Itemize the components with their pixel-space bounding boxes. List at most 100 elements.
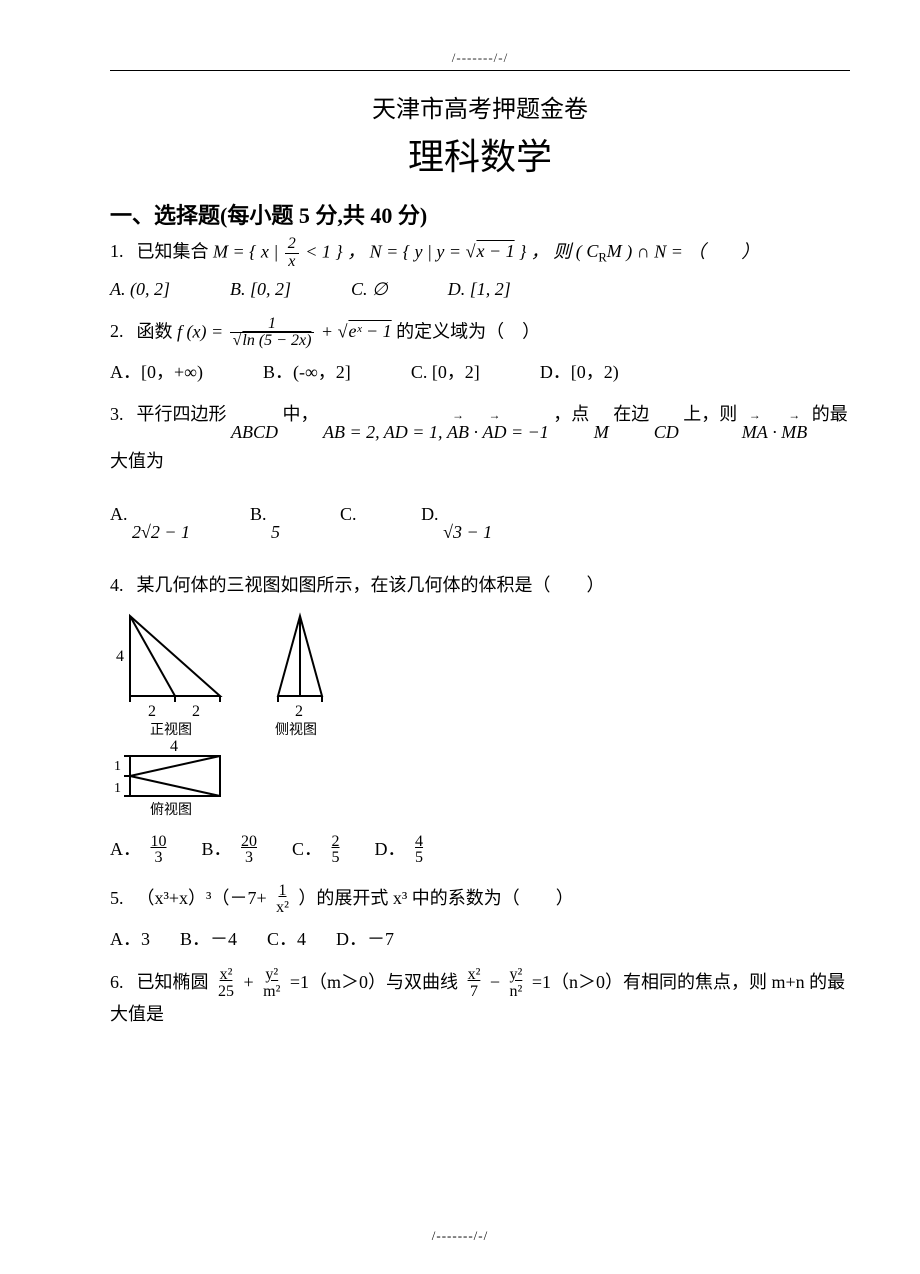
q5-stem-a: （x³+x）³（－7+ (137, 888, 267, 908)
q6-f1: x²25 (215, 967, 237, 1001)
tv-l1: 1 (114, 759, 121, 774)
q3-eq-group: AB = 2, AD = 1, AB · AD = −1 (323, 416, 549, 447)
q3-d: 在边 (613, 404, 649, 424)
question-4: 4. 某几何体的三视图如图所示，在该几何体的体积是（ ） (110, 571, 850, 600)
fv-y-label: 4 (116, 648, 124, 665)
tv-top: 4 (170, 738, 178, 755)
q6-a: 已知椭圆 (137, 972, 209, 992)
sv-x: 2 (295, 703, 303, 720)
q3-options: A. 2√2 − 1 B. 5 C. D. √3 − 1 (110, 504, 850, 543)
q2-options: A．[0，+∞) B．(-∞，2] C. [0，2] D．[0，2) (110, 358, 850, 384)
q5-opt-a: A．3 (110, 925, 150, 951)
q3-opt-a: A. 2√2 − 1 (110, 504, 190, 543)
q1-label: 1. (110, 237, 132, 266)
side-view: 2 侧视图 (275, 616, 322, 738)
q4-opt-b: B． 203 (202, 834, 263, 868)
q2-plus: + (321, 321, 338, 341)
question-5: 5. （x³+x）³（－7+ 1 x² ）的展开式 x³ 中的系数为（ ） (110, 883, 850, 917)
q1-radicand: x − 1 (475, 241, 514, 261)
q2-f-lhs: f (x) = (177, 321, 228, 341)
q3-c: ，点 (553, 404, 589, 424)
tv-l2: 1 (114, 781, 121, 796)
q5-opt-d: D．－7 (336, 925, 394, 951)
question-1: 1. 已知集合 M = { x | 2 x < 1 } ， N = { y | … (110, 236, 850, 271)
q2-frac1-den: √ln (5 − 2x) (230, 333, 315, 350)
q1-opt-b: B. [0, 2] (230, 279, 291, 300)
fv-caption: 正视图 (150, 722, 192, 738)
q3-e: 上，则 (683, 404, 737, 424)
q5-frac: 1 x² (273, 883, 292, 917)
three-view-svg: 4 2 2 正视图 2 侧视图 4 (110, 606, 360, 826)
q6-f2: y²m² (260, 967, 283, 1001)
q5-stem-b: ）的展开式 x³ 中的系数为（ ） (298, 888, 573, 908)
q2-stem-a: 函数 (137, 321, 178, 341)
question-6: 6. 已知椭圆 x²25 + y²m² =1（m＞0）与双曲线 x²7 − y²… (110, 967, 850, 1029)
fv-x1: 2 (148, 703, 156, 720)
fv-x2: 2 (192, 703, 200, 720)
q6-plus: + (244, 972, 254, 992)
question-2: 2. 函数 f (x) = 1 √ln (5 − 2x) + √eˣ − 1 的… (110, 316, 850, 351)
q2-stem-post: 的定义域为（ ） (396, 321, 540, 341)
q6-f3: x²7 (465, 967, 484, 1001)
top-view: 4 1 1 俯视图 (114, 738, 220, 818)
q1-after: ) ∩ N = （ ） (626, 241, 759, 261)
sv-caption: 侧视图 (275, 722, 317, 738)
q1-frac-den: x (285, 254, 299, 271)
q2-opt-b: B．(-∞，2] (263, 358, 351, 384)
q4-opt-d: D． 45 (375, 834, 429, 868)
q6-f4: y²n² (507, 967, 526, 1001)
q1-compl: CRM (586, 241, 621, 261)
q1-options: A. (0, 2] B. [0, 2] C. ∅ D. [1, 2] (110, 279, 850, 300)
q1-setM-rhs: < 1 } ， (305, 241, 365, 261)
q2-frac1-num: 1 (230, 316, 315, 334)
q3-MAMB: MA · MB (742, 416, 808, 447)
q4-label: 4. (110, 571, 132, 600)
q3-opt-b: B. 5 (250, 504, 280, 543)
q2-label: 2. (110, 317, 132, 346)
q2-rad2: √eˣ − 1 (338, 321, 392, 341)
q1-opt-a: A. (0, 2] (110, 279, 170, 300)
page-subtitle: 理科数学 (110, 128, 850, 180)
q2-opt-a: A．[0，+∞) (110, 358, 203, 384)
q6-minus: − (490, 972, 500, 992)
q4-stem: 某几何体的三视图如图所示，在该几何体的体积是（ ） (137, 575, 605, 595)
tv-caption: 俯视图 (150, 802, 192, 818)
q1-root: √x − 1 (466, 241, 515, 261)
exam-page: /-------/-/ 天津市高考押题金卷 理科数学 一、选择题(每小题 5 分… (0, 0, 920, 1274)
section-header: 一、选择题(每小题 5 分,共 40 分) (110, 198, 850, 230)
q3-label: 3. (110, 400, 132, 429)
q3-b: 中， (283, 404, 319, 424)
q1-opt-c: C. ∅ (351, 279, 388, 300)
q3-a: 平行四边形 (137, 404, 227, 424)
q1-setN-rhs: } ， 则 ( (519, 241, 582, 261)
q1-setN-lhs: N = { y | y = (370, 241, 466, 261)
footer-marker: /-------/-/ (0, 1228, 920, 1244)
question-3: 3. 平行四边形 ABCD 中， AB = 2, AD = 1, AB · AD… (110, 400, 850, 476)
q5-label: 5. (110, 884, 132, 913)
front-view: 4 2 2 正视图 (116, 616, 220, 738)
q1-setM-lhs: M = { x | (213, 241, 283, 261)
q1-stem-a: 已知集合 (137, 241, 214, 261)
q5-opt-b: B．－4 (180, 925, 237, 951)
header-rule (110, 70, 850, 71)
q4-options: A． 103 B． 203 C． 25 D． 45 (110, 834, 850, 868)
q2-opt-c: C. [0，2] (411, 358, 480, 384)
page-title: 天津市高考押题金卷 (110, 89, 850, 124)
q3-opt-c: C. (340, 504, 361, 543)
q1-frac: 2 x (285, 236, 299, 271)
top-marker: /-------/-/ (110, 50, 850, 66)
q4-opt-a: A． 103 (110, 834, 172, 868)
q5-opt-c: C．4 (267, 925, 306, 951)
q4-figure: 4 2 2 正视图 2 侧视图 4 (110, 606, 850, 826)
q6-eq1: =1（m＞0）与双曲线 (290, 972, 458, 992)
q1-opt-d: D. [1, 2] (448, 279, 511, 300)
q1-frac-num: 2 (285, 236, 299, 254)
q5-options: A．3 B．－4 C．4 D．－7 (110, 925, 850, 951)
q6-label: 6. (110, 968, 132, 997)
q2-opt-d: D．[0，2) (540, 358, 619, 384)
q3-ABCD: ABCD (231, 418, 278, 447)
q3-CD: CD (654, 418, 679, 447)
q2-frac1: 1 √ln (5 − 2x) (230, 316, 315, 351)
q3-M: M (594, 418, 609, 447)
q3-opt-d: D. √3 − 1 (421, 504, 492, 543)
